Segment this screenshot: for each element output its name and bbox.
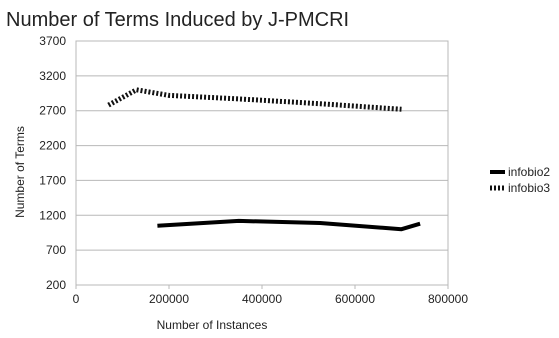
x-tick-label: 400000 — [242, 292, 282, 306]
gridlines — [76, 40, 448, 286]
x-tick-label: 600000 — [335, 292, 375, 306]
x-axis: 0 200000 400000 600000 800000 — [73, 285, 468, 306]
x-tick-label: 0 — [73, 292, 80, 306]
y-tick-label: 1700 — [39, 173, 66, 187]
series-line-infobio3 — [107, 87, 402, 112]
y-axis: 200 700 1200 1700 2200 2700 3200 3700 — [39, 34, 66, 292]
y-tick-label: 3700 — [39, 34, 66, 48]
y-axis-title: Number of Terms — [13, 126, 27, 218]
legend-label: infobio3 — [508, 181, 550, 195]
series-line-infobio2 — [157, 218, 421, 232]
y-tick-label: 2200 — [39, 139, 66, 153]
y-tick-label: 1200 — [39, 208, 66, 222]
y-tick-label: 200 — [46, 278, 66, 292]
series-lines — [107, 87, 421, 232]
chart-title: Number of Terms Induced by J-PMCRI — [6, 9, 349, 31]
x-tick-label: 200000 — [149, 292, 189, 306]
x-axis-title: Number of Instances — [157, 318, 268, 332]
plot-area — [75, 40, 449, 286]
y-tick-label: 700 — [46, 243, 66, 257]
legend: infobio2 infobio3 — [490, 165, 550, 195]
legend-label: infobio2 — [508, 165, 550, 179]
x-tick-label: 800000 — [428, 292, 468, 306]
y-tick-label: 3200 — [39, 69, 66, 83]
y-tick-label: 2700 — [39, 104, 66, 118]
